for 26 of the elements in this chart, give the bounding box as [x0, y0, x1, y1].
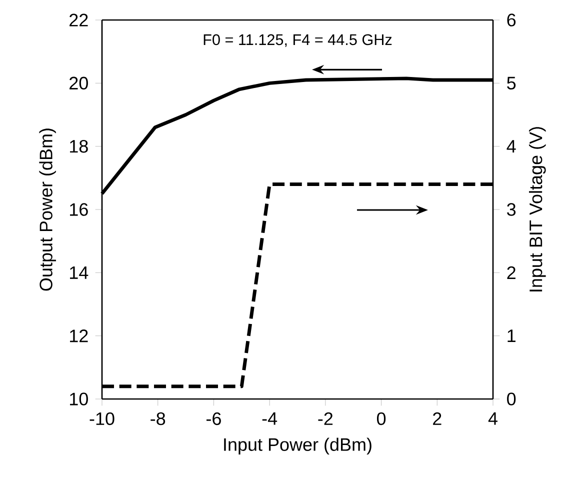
y2-tick-label: 4	[506, 140, 516, 153]
y2-tick-label: 1	[508, 330, 516, 342]
y2-tick-label: 6	[507, 14, 516, 26]
y2-tick-label: 3	[507, 203, 516, 216]
x-axis-title: Input Power (dBm)	[224, 438, 372, 455]
y-tick-label: 20	[70, 76, 88, 90]
y-tick-label: 14	[70, 266, 88, 279]
y-tick-label: 10	[70, 392, 88, 406]
y-tick-label: 22	[70, 14, 88, 26]
y2-tick-label: 0	[507, 392, 516, 406]
annotation: F0 = 11.125, F4 = 44.5 GHz	[204, 34, 392, 47]
x-tick-label: 0	[376, 412, 386, 426]
y-tick-label: 16	[70, 203, 88, 216]
x-tick-label: -2	[318, 412, 333, 425]
y2-tick-label: 5	[507, 76, 516, 90]
x-tick-label: 2	[433, 412, 442, 425]
y-tick-label: 18	[70, 140, 88, 153]
x-tick-label: 4	[488, 412, 498, 425]
x-tick-label: -8	[150, 412, 166, 426]
y2-tick-label: 2	[507, 266, 516, 279]
x-tick-label: -4	[262, 412, 278, 425]
y-axis-title: Output Power (dBm)	[39, 128, 56, 291]
x-tick-label: -6	[206, 412, 221, 426]
y-tick-label: 12	[70, 330, 88, 342]
y2-axis-title: Input BIT Voltage (V)	[529, 127, 546, 292]
x-tick-label: -10	[90, 412, 114, 426]
